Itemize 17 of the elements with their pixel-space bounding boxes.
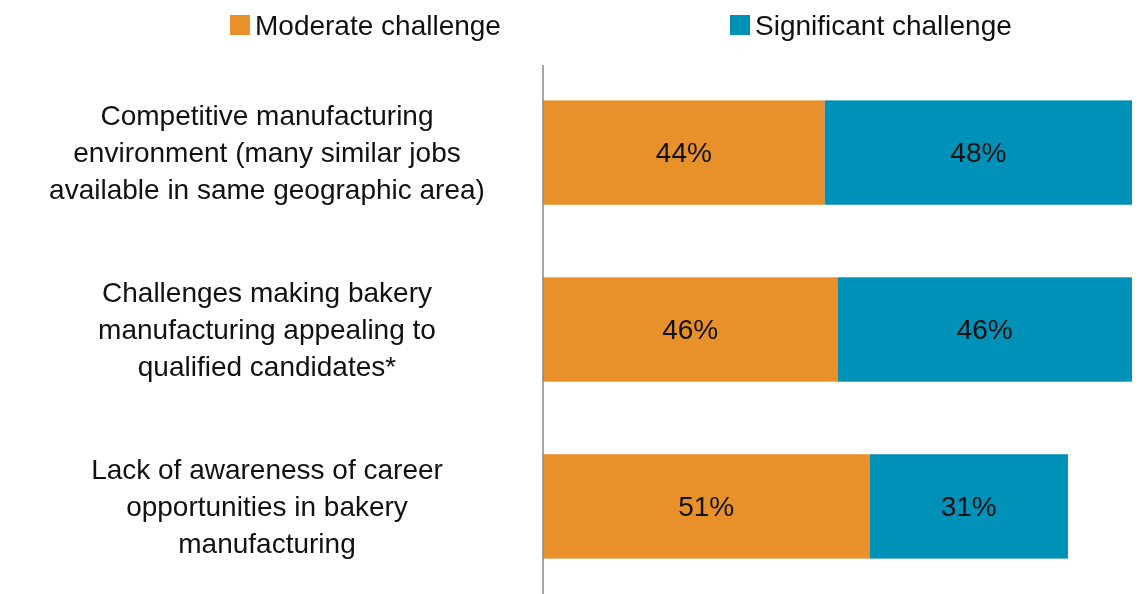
bar: [824, 100, 1132, 205]
bar: [543, 100, 825, 205]
bar: [837, 277, 1132, 382]
legend-label: Significant challenge: [755, 9, 1012, 41]
y-tick-label: Challenges making bakery manufacturing appealing to qualified candidates*: [98, 277, 436, 382]
y-tick-label: Competitive manufacturing environment (many similar jobs available in same geographic area): [49, 100, 485, 206]
data-label: 31%: [940, 490, 997, 522]
data-label: 44%: [655, 137, 712, 169]
legend-label: Moderate challenge: [255, 9, 501, 41]
data-label: 46%: [662, 314, 719, 345]
bar: [543, 454, 870, 559]
data-label: 51%: [678, 490, 735, 522]
y-tick-label: Lack of awareness of career opportunities in bakery manufacturing: [91, 453, 443, 559]
bar: [543, 277, 838, 382]
data-label: 46%: [956, 314, 1013, 345]
data-label: 48%: [950, 137, 1007, 169]
bar: [869, 454, 1068, 559]
